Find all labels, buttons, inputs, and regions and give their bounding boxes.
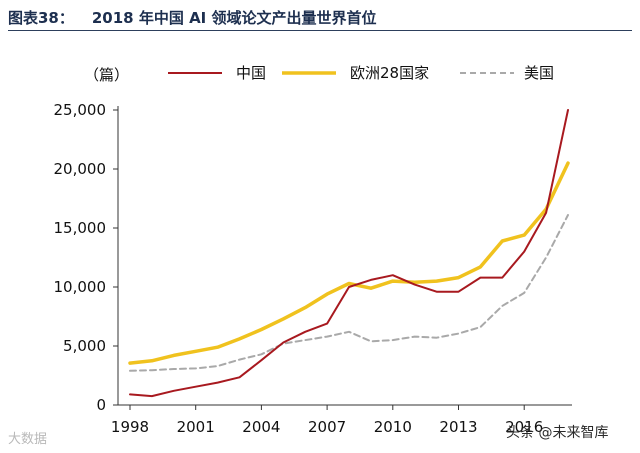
x-tick-label: 2001 <box>177 418 215 436</box>
x-tick-label: 2007 <box>308 418 346 436</box>
axes: 0 5,000 10,000 15,000 20,000 25,000 1998 2001 20… <box>54 101 572 436</box>
watermark-bottom-right: 头条 @未来智库 <box>506 424 608 441</box>
legend-label: 中国 <box>236 64 266 82</box>
legend-label: 美国 <box>524 64 554 82</box>
x-tick-label: 2010 <box>374 418 412 436</box>
legend: 中国 欧洲28国家 美国 <box>168 64 554 82</box>
series-line-eu28 <box>128 161 570 365</box>
x-tick-label: 2016 <box>505 418 543 436</box>
y-tick-label: 15,000 <box>54 219 107 237</box>
figure-header: 图表38： 2018 年中国 AI 领域论文产出量世界首位 <box>8 4 632 31</box>
x-tick-label: 1998 <box>111 418 149 436</box>
watermark-bottom-left: 大数据 <box>8 432 47 447</box>
y-tick-label: 5,000 <box>63 337 106 355</box>
series-layer <box>128 109 570 398</box>
legend-label: 欧洲28国家 <box>350 64 429 82</box>
figure-title: 2018 年中国 AI 领域论文产出量世界首位 <box>91 8 377 27</box>
y-tick-label: 10,000 <box>54 278 107 296</box>
y-axis-unit-label: （篇） <box>84 66 129 84</box>
x-tick-label: 2004 <box>242 418 280 436</box>
figure-number: 图表38： <box>8 8 74 27</box>
series-line-china <box>129 109 569 398</box>
y-tick-label: 0 <box>96 396 106 414</box>
y-tick-label: 20,000 <box>54 160 107 178</box>
y-tick-label: 25,000 <box>54 101 107 119</box>
x-tick-label: 2013 <box>439 418 477 436</box>
series-line-usa <box>129 214 569 372</box>
